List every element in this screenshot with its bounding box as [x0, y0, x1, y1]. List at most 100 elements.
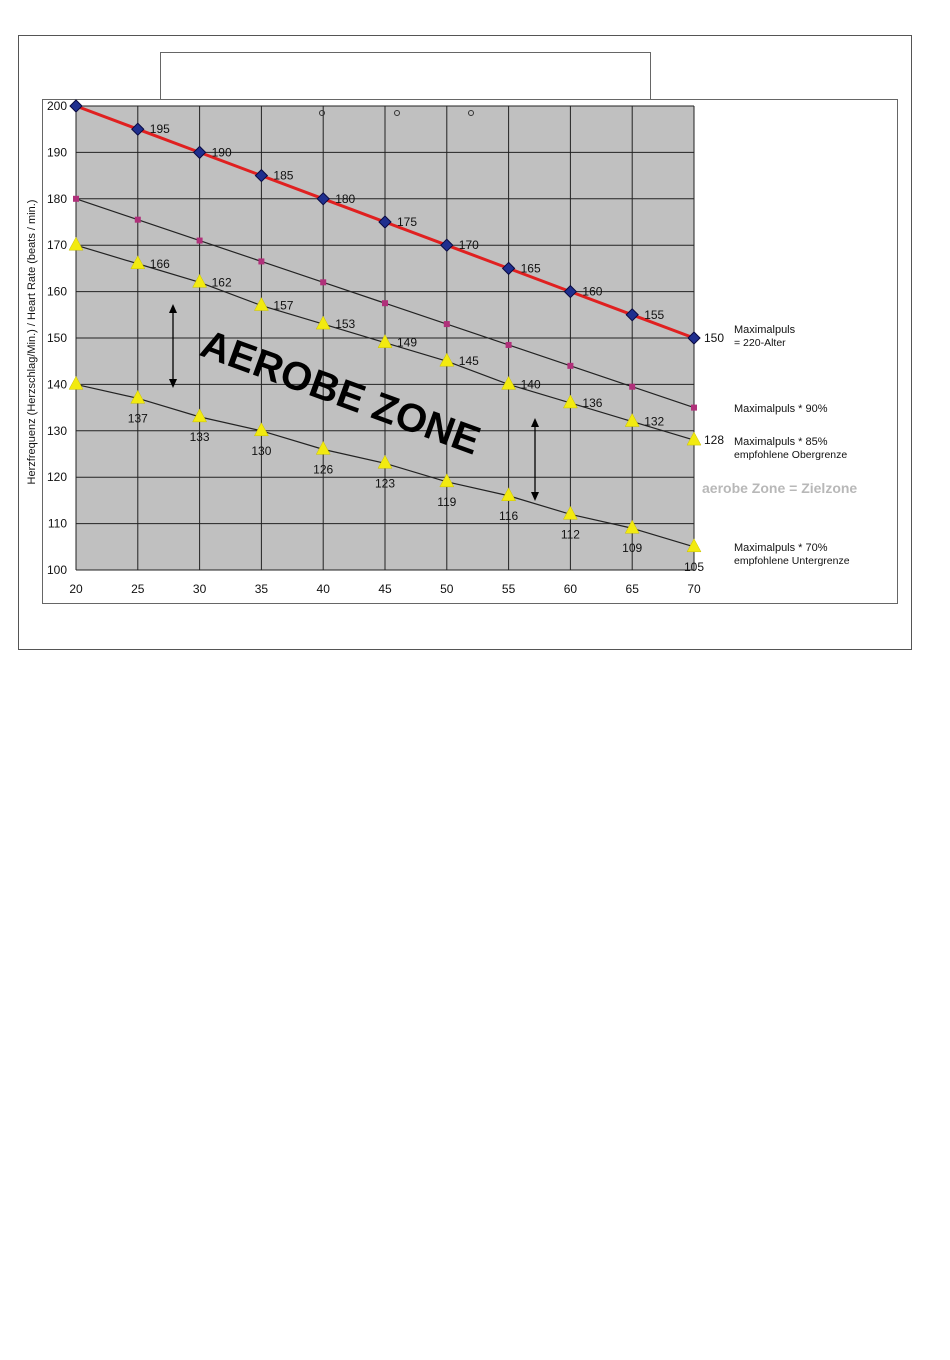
small-marker — [394, 110, 400, 116]
data-point — [501, 487, 517, 502]
data-label: 157 — [273, 299, 293, 313]
data-point — [131, 122, 145, 136]
data-label: 112 — [561, 527, 580, 541]
data-label: 160 — [582, 285, 602, 299]
data-point — [505, 341, 512, 348]
x-tick-label: 20 — [69, 582, 83, 596]
data-point — [320, 279, 327, 286]
data-point — [687, 331, 701, 345]
data-point — [258, 258, 265, 265]
zone-arrow-head-down — [169, 379, 177, 388]
data-point — [68, 375, 84, 390]
y-tick-label: 160 — [47, 285, 67, 299]
data-point — [68, 236, 84, 251]
legend-entry: empfohlene Obergrenze — [734, 449, 847, 461]
data-label: 132 — [644, 415, 664, 429]
zone-arrow-head-down — [531, 492, 539, 501]
x-tick-label: 60 — [564, 582, 578, 596]
x-tick-label: 30 — [193, 582, 207, 596]
plot-frame — [42, 99, 898, 604]
data-point — [253, 296, 269, 311]
data-label: 185 — [273, 169, 293, 183]
x-tick-label: 50 — [440, 582, 454, 596]
data-label: 190 — [212, 145, 232, 159]
data-label: 155 — [644, 308, 664, 322]
y-tick-label: 170 — [47, 238, 67, 252]
data-label: 165 — [521, 261, 541, 275]
figure-frame — [18, 35, 912, 650]
data-point — [443, 321, 450, 328]
y-tick-label: 110 — [48, 517, 67, 531]
data-point — [686, 431, 702, 446]
data-point — [625, 308, 639, 322]
data-point — [315, 315, 331, 330]
legend-entry: Maximalpuls * 85% — [734, 436, 828, 448]
data-point — [629, 383, 636, 390]
y-tick-label: 180 — [47, 192, 67, 206]
data-point — [192, 273, 208, 288]
data-label: 170 — [459, 238, 479, 252]
data-point — [134, 216, 141, 223]
data-point — [130, 255, 146, 270]
data-label: 153 — [335, 317, 355, 331]
data-point — [563, 284, 578, 299]
data-point — [624, 519, 640, 534]
data-point — [686, 538, 702, 553]
data-point — [567, 362, 574, 369]
zone-note: aerobe Zone = Zielzone — [702, 480, 857, 496]
data-label: 150 — [704, 331, 724, 345]
legend-entry: Maximalpuls * 90% — [734, 403, 828, 415]
data-label: 133 — [190, 430, 210, 444]
y-tick-label: 100 — [47, 563, 67, 577]
x-tick-label: 70 — [687, 582, 701, 596]
x-tick-label: 35 — [255, 582, 269, 596]
data-point — [196, 237, 203, 244]
data-label: 130 — [251, 444, 271, 458]
data-label: 105 — [684, 560, 704, 574]
x-tick-label: 65 — [626, 582, 640, 596]
data-point — [192, 145, 207, 160]
y-axis-label: Herzfrequenz (Herzschlag/Min.) / Heart R… — [26, 200, 38, 485]
data-label: 128 — [704, 433, 724, 447]
data-label: 180 — [335, 192, 355, 206]
data-point — [382, 300, 388, 307]
zone-arrow-head-up — [531, 418, 539, 427]
data-point — [192, 408, 208, 423]
y-tick-label: 190 — [47, 145, 67, 159]
y-tick-label: 140 — [47, 377, 67, 391]
zone-arrow-head-up — [169, 304, 177, 313]
legend-entry: = 220-Alter — [734, 337, 786, 349]
data-point — [501, 261, 516, 276]
data-label: 136 — [582, 396, 602, 410]
x-tick-label: 55 — [502, 582, 516, 596]
legend-entry: Maximalpuls — [734, 324, 796, 336]
data-point — [501, 375, 517, 390]
data-label: 123 — [375, 476, 395, 490]
data-point — [440, 238, 454, 252]
data-point — [69, 99, 83, 113]
data-label: 126 — [313, 462, 333, 476]
data-point — [253, 422, 269, 437]
y-tick-label: 130 — [47, 424, 67, 438]
y-tick-label: 200 — [47, 99, 67, 113]
data-label: 166 — [150, 257, 170, 271]
legend-entry: Maximalpuls * 70% — [734, 542, 828, 554]
data-label: 175 — [397, 215, 417, 229]
y-tick-label: 120 — [47, 470, 67, 484]
data-point — [377, 334, 393, 348]
data-point — [315, 440, 331, 455]
data-point — [439, 352, 455, 367]
data-label: 137 — [128, 411, 148, 425]
data-label: 109 — [622, 541, 642, 555]
y-tick-label: 150 — [47, 331, 67, 345]
data-point — [73, 195, 79, 202]
data-point — [254, 168, 269, 183]
data-label: 116 — [499, 509, 518, 523]
small-marker — [468, 110, 474, 116]
data-label: 145 — [459, 354, 479, 368]
data-point — [378, 215, 392, 229]
x-tick-label: 40 — [317, 582, 331, 596]
x-tick-label: 25 — [131, 582, 145, 596]
small-marker — [319, 110, 325, 116]
data-label: 119 — [437, 495, 456, 509]
